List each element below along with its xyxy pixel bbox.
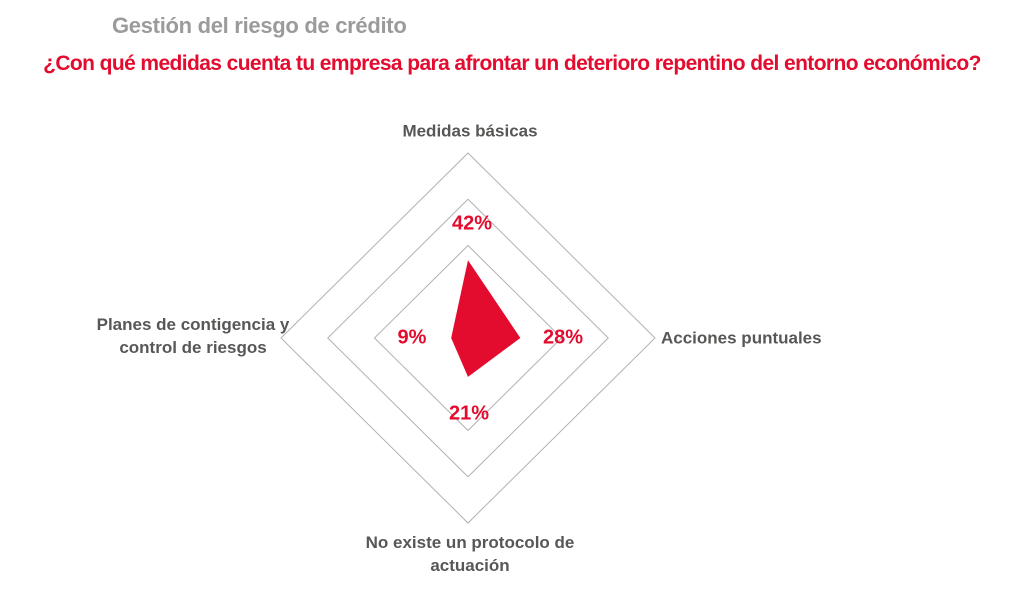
axis-label-no-existe-protocolo: No existe un protocolo de actuación bbox=[365, 533, 575, 575]
chart-subtitle-kicker: Gestión del riesgo de crédito bbox=[112, 13, 407, 38]
value-label-medidas-basicas: 42% bbox=[451, 212, 493, 235]
value-label-planes-contigencia: 9% bbox=[397, 326, 427, 349]
radar-data-polygon bbox=[451, 260, 521, 377]
value-label-acciones-puntuales: 28% bbox=[543, 326, 584, 349]
radar-gridline-0 bbox=[280, 152, 656, 524]
chart-question-title: ¿Con qué medidas cuenta tu empresa para … bbox=[43, 52, 981, 75]
axis-label-acciones-puntuales: Acciones puntuales bbox=[661, 328, 822, 348]
radar-gridline-1 bbox=[327, 198, 609, 478]
axis-label-medidas-basicas: Medidas básicas bbox=[402, 121, 538, 141]
value-label-no-existe-protocolo: 21% bbox=[448, 402, 490, 425]
axis-label-planes-contigencia: Planes de contigencia y control de riesg… bbox=[96, 315, 290, 357]
radar-gridline-2 bbox=[373, 244, 563, 432]
